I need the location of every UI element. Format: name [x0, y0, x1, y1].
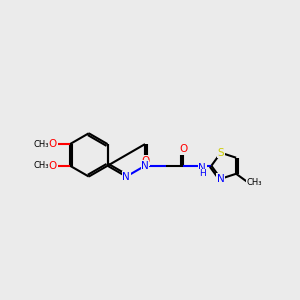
Text: N: N: [122, 172, 130, 182]
Text: O: O: [49, 161, 57, 171]
Text: O: O: [49, 139, 57, 149]
Text: N: N: [217, 174, 225, 184]
Text: S: S: [218, 148, 224, 158]
Text: CH₃: CH₃: [33, 140, 49, 148]
Text: CH₃: CH₃: [33, 161, 49, 170]
Text: H: H: [199, 169, 206, 178]
Text: CH₃: CH₃: [247, 178, 262, 187]
Text: O: O: [141, 155, 149, 166]
Text: N: N: [141, 161, 149, 171]
Text: N: N: [198, 164, 206, 173]
Text: O: O: [179, 144, 188, 154]
